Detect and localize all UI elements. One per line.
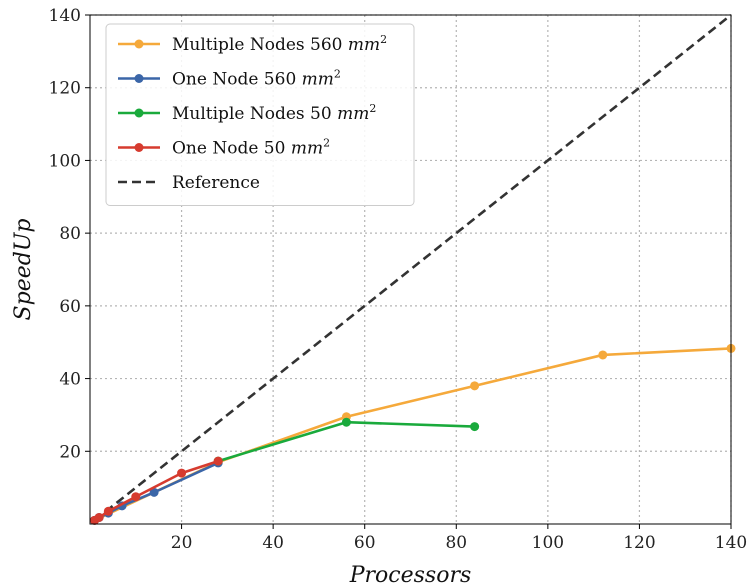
x-axis-title: Processors xyxy=(349,563,472,587)
data-point xyxy=(470,422,480,432)
x-axis-ticks: 20 40 60 80 100 120 140 xyxy=(171,524,747,553)
legend-unit: mm xyxy=(296,70,334,90)
x-tick-label: 20 xyxy=(171,533,193,553)
legend-label: Reference xyxy=(172,173,260,193)
legend-box xyxy=(105,23,415,206)
y-tick-label: 40 xyxy=(59,370,81,390)
legend-swatch-marker xyxy=(134,108,144,118)
series-line xyxy=(217,420,475,463)
legend-item: Reference xyxy=(118,173,260,193)
series-reference-4 xyxy=(93,13,732,522)
legend-series-name: Reference xyxy=(172,173,260,193)
legend-series-name: Multiple Nodes 50 xyxy=(172,104,332,124)
legend-swatch-marker xyxy=(134,39,144,49)
data-point xyxy=(598,350,608,360)
plot-frame xyxy=(89,14,732,525)
y-tick-label: 80 xyxy=(59,224,81,244)
legend-unit-exponent: 2 xyxy=(380,33,387,46)
legend-label: Multiple Nodes 560 mm2 xyxy=(172,33,387,55)
y-tick-label: 60 xyxy=(59,297,81,317)
data-point xyxy=(213,456,223,466)
x-tick-label: 40 xyxy=(262,533,284,553)
legend-item: Multiple Nodes 560 mm2 xyxy=(118,33,387,55)
legend-label: One Node 560 mm2 xyxy=(172,68,341,90)
data-point xyxy=(149,487,159,497)
y-axis-ticks: 20 40 60 80 100 120 140 xyxy=(49,6,90,462)
data-point xyxy=(103,506,113,516)
y-tick-label: 140 xyxy=(49,6,81,26)
x-tick-label: 140 xyxy=(715,533,747,553)
y-axis-title: SpeedUp xyxy=(11,219,36,321)
legend-unit: mm xyxy=(285,139,323,159)
series-multiple-nodes-560-0 xyxy=(90,343,736,525)
y-tick-label: 120 xyxy=(49,79,81,99)
legend-swatch-marker xyxy=(134,74,144,83)
legend-unit-exponent: 2 xyxy=(369,102,376,115)
data-point xyxy=(94,512,104,522)
legend-unit-exponent: 2 xyxy=(323,137,330,150)
series-layer xyxy=(90,13,736,525)
x-tick-label: 60 xyxy=(354,533,376,553)
y-tick-label: 100 xyxy=(49,151,81,171)
legend-series-name: One Node 50 xyxy=(172,139,285,159)
series-line xyxy=(94,347,732,522)
legend-unit-exponent: 2 xyxy=(334,68,341,81)
legend-label: Multiple Nodes 50 mm2 xyxy=(172,102,376,124)
data-point xyxy=(177,468,187,478)
legend-item: One Node 50 mm2 xyxy=(118,137,330,159)
data-point xyxy=(131,492,141,502)
legend-item: Multiple Nodes 50 mm2 xyxy=(118,102,376,124)
x-tick-label: 120 xyxy=(623,533,655,553)
legend-series-name: One Node 560 xyxy=(172,70,296,90)
legend-swatch-marker xyxy=(134,143,144,152)
legend-series-name: Multiple Nodes 560 xyxy=(172,35,342,55)
x-tick-label: 80 xyxy=(445,533,467,553)
series-one-node-50-3 xyxy=(90,456,223,525)
legend-unit: mm xyxy=(342,35,380,55)
legend-unit: mm xyxy=(332,104,370,124)
y-tick-label: 20 xyxy=(59,442,81,462)
legend-item: One Node 560 mm2 xyxy=(118,68,341,90)
data-point xyxy=(470,381,480,391)
data-point xyxy=(341,417,351,427)
legend-label: One Node 50 mm2 xyxy=(172,137,330,159)
series-multiple-nodes-50-2 xyxy=(213,417,480,466)
x-tick-label: 100 xyxy=(532,533,564,553)
series-line xyxy=(93,13,732,522)
